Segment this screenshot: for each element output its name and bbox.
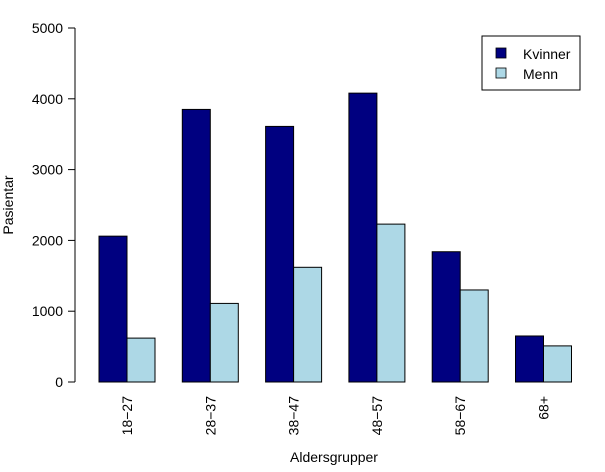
bar-kvinner-0	[98, 235, 128, 383]
bar-kvinner-4	[431, 251, 461, 383]
x-axis-title: Aldersgrupper	[290, 449, 378, 465]
legend-box	[481, 35, 581, 91]
bar-menn-0	[126, 337, 156, 383]
bar-menn-1	[209, 302, 239, 383]
legend-swatch-menn	[495, 67, 507, 79]
y-axis-title: Pasientar	[0, 175, 16, 234]
y-tick-label: 0	[55, 374, 63, 390]
x-tick-label: 18−27	[119, 396, 135, 436]
x-tick-label: 68+	[536, 396, 552, 420]
bar-menn-2	[293, 266, 323, 383]
legend: Kvinner Menn	[481, 35, 581, 91]
x-tick-label: 28−37	[202, 396, 218, 436]
legend-swatch-kvinner	[495, 47, 507, 59]
x-tick-label: 38−47	[286, 396, 302, 436]
bar-menn-3	[376, 223, 406, 383]
y-tick-label: 3000	[32, 162, 63, 178]
x-tick-label: 48−57	[369, 396, 385, 436]
y-tick-label: 2000	[32, 232, 63, 248]
y-tick-label: 4000	[32, 91, 63, 107]
bars	[98, 92, 572, 383]
bar-kvinner-3	[348, 92, 378, 383]
x-axis-tick-labels: 18−27 28−37 38−47 48−57 58−67 68+	[119, 396, 552, 436]
bar-kvinner-5	[515, 335, 544, 383]
bar-kvinner-2	[265, 125, 295, 383]
y-axis: 0 1000 2000 3000 4000 5000	[32, 20, 76, 390]
x-tick-label: 58−67	[452, 396, 468, 436]
bar-menn-4	[459, 289, 489, 383]
legend-label-menn: Menn	[523, 66, 558, 82]
bar-kvinner-1	[181, 108, 211, 383]
y-tick-label: 5000	[32, 20, 63, 36]
legend-label-kvinner: Kvinner	[523, 46, 571, 62]
bar-menn-5	[543, 345, 572, 383]
y-tick-label: 1000	[32, 303, 63, 319]
